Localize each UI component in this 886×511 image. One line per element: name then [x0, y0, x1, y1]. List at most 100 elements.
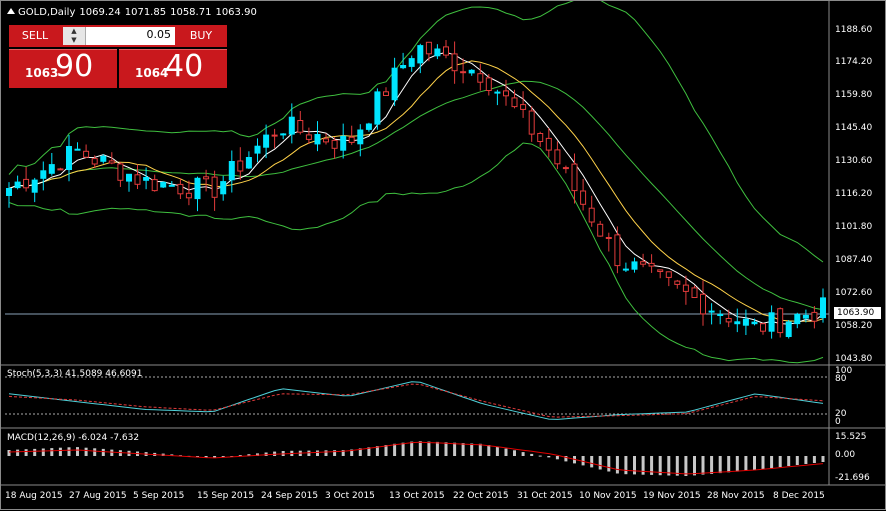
- macd-histogram-bar: [530, 453, 534, 456]
- macd-histogram-bar: [513, 450, 516, 456]
- macd-histogram-bar: [633, 456, 636, 475]
- macd-histogram-bar: [33, 448, 37, 456]
- candle-body: [477, 73, 484, 83]
- macd-histogram-bar: [324, 450, 328, 456]
- candle-body: [177, 183, 184, 195]
- candle-body: [48, 164, 55, 174]
- macd-histogram-bar: [710, 456, 714, 474]
- sell-price-prefix: 1063: [25, 66, 59, 80]
- down-arrow-icon[interactable]: ▼: [71, 36, 77, 44]
- macd-histogram-bar: [675, 456, 679, 476]
- candle-body: [151, 179, 158, 192]
- lot-size-value[interactable]: 0.05: [146, 28, 172, 41]
- candle-body: [357, 129, 364, 145]
- macd-histogram-bar: [384, 445, 388, 456]
- candle-body: [768, 312, 775, 332]
- buy-quote-button[interactable]: 1064 40: [119, 49, 227, 88]
- macd-histogram-bar: [196, 456, 199, 457]
- slow-ma-line: [8, 60, 824, 322]
- macd-signal-line: [8, 441, 824, 475]
- date-axis-label: 15 Sep 2015: [197, 491, 255, 501]
- macd-histogram-bar: [581, 456, 585, 466]
- macd-histogram-bar: [238, 455, 242, 457]
- sell-button[interactable]: SELL: [21, 29, 49, 42]
- candle-body: [700, 293, 706, 315]
- open-value: 1069.24: [79, 7, 121, 18]
- macd-histogram-bar: [555, 456, 559, 460]
- stoch-main-line: [8, 381, 824, 420]
- date-axis-label: 18 Aug 2015: [5, 491, 63, 501]
- candle-body: [717, 313, 724, 316]
- candle-body: [682, 284, 689, 292]
- macd-histogram-bar: [770, 456, 774, 469]
- current-price-tag: 1063.90: [834, 307, 881, 319]
- macd-histogram-bar: [607, 456, 611, 472]
- candle-body: [134, 174, 141, 185]
- price-axis-label: 1159.80: [835, 90, 873, 100]
- macd-bars: [7, 441, 825, 476]
- candle-body: [545, 137, 552, 151]
- macd-level-label: -21.696: [835, 473, 870, 483]
- macd-level-label: 15.525: [835, 432, 867, 442]
- stoch-signal-line: [8, 383, 824, 418]
- up-arrow-icon[interactable]: ▲: [71, 27, 77, 35]
- buy-button[interactable]: BUY: [189, 29, 213, 42]
- candle-body: [91, 158, 98, 165]
- candle-body: [657, 269, 664, 272]
- price-axis-label: 1058.20: [835, 321, 873, 331]
- candle-body: [374, 91, 381, 125]
- sell-quote-button[interactable]: 1063 90: [9, 49, 117, 88]
- date-axis-label: 19 Nov 2015: [643, 491, 701, 501]
- candle-body: [31, 179, 38, 193]
- candle-body: [614, 234, 621, 267]
- sell-price-digits: 90: [55, 49, 94, 84]
- stoch-label: Stoch(5,3,3) 41.5089 46.6091: [7, 369, 143, 379]
- macd-histogram-bar: [341, 450, 345, 456]
- candle-body: [383, 91, 389, 97]
- macd-histogram-bar: [753, 456, 756, 471]
- candle-body: [400, 65, 407, 69]
- macd-histogram-bar: [641, 456, 645, 475]
- macd-histogram-bar: [701, 456, 705, 475]
- candle-body: [460, 71, 467, 74]
- candle-body: [408, 58, 415, 67]
- high-value: 1071.85: [124, 7, 167, 18]
- lot-stepper[interactable]: ▲ ▼: [63, 27, 86, 45]
- macd-histogram-bar: [590, 456, 594, 468]
- date-axis-label: 8 Dec 2015: [773, 491, 825, 501]
- macd-histogram-bar: [615, 456, 619, 474]
- stoch-level-label: 0: [835, 417, 841, 427]
- price-axis-label: 1145.40: [835, 123, 873, 133]
- macd-histogram-bar: [693, 456, 696, 476]
- candle-body: [588, 207, 595, 223]
- macd-histogram-bar: [50, 448, 54, 456]
- candle-body: [537, 133, 544, 142]
- macd-histogram-bar: [375, 446, 379, 456]
- buy-price-prefix: 1064: [135, 66, 169, 80]
- candle-body: [580, 190, 587, 205]
- candle-body: [305, 134, 312, 140]
- candle-body: [323, 138, 329, 143]
- macd-histogram-bar: [821, 456, 825, 462]
- macd-histogram-bar: [547, 456, 551, 458]
- candle-body: [108, 160, 115, 164]
- candle-body: [348, 136, 355, 143]
- candle-body: [425, 41, 432, 55]
- trade-panel-top: SELL ▲ ▼ 0.05 BUY: [9, 25, 227, 47]
- macd-histogram-bar: [401, 442, 405, 456]
- candle-body: [674, 280, 681, 285]
- price-axis-label: 1072.60: [835, 288, 873, 298]
- candle-body: [648, 262, 655, 267]
- candle-body: [554, 149, 561, 165]
- macd-histogram-bar: [204, 456, 208, 458]
- macd-histogram-bar: [598, 456, 602, 470]
- lot-size-field[interactable]: ▲ ▼ 0.05: [63, 27, 175, 45]
- macd-histogram-bar: [76, 447, 79, 456]
- date-axis-label: 22 Oct 2015: [453, 491, 509, 501]
- candle-body: [520, 104, 527, 110]
- triangle-icon: [7, 8, 15, 14]
- macd-histogram-bar: [110, 449, 114, 456]
- candle-body: [126, 173, 132, 182]
